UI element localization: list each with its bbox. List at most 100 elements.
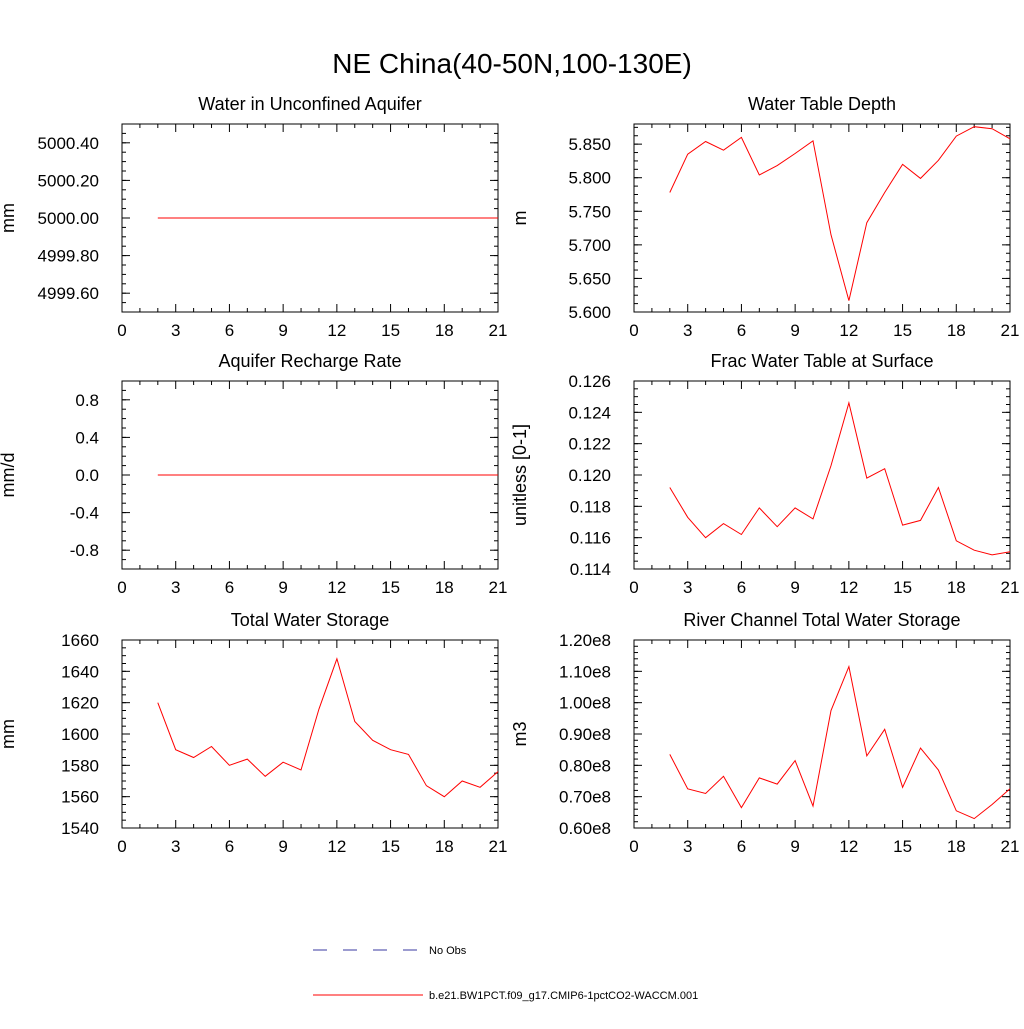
x-tick-label: 18 <box>435 578 454 597</box>
y-tick-label: 5.700 <box>568 236 611 255</box>
y-tick-label: 5.800 <box>568 169 611 188</box>
y-tick-label: 0.8 <box>75 391 99 410</box>
x-tick-label: 18 <box>947 837 966 856</box>
y-tick-label: 1660 <box>61 631 99 650</box>
legend: No Obs b.e21.BW1PCT.f09_g17.CMIP6-1pctCO… <box>313 945 698 1002</box>
panel-water-in-unconfined-aquifer: Water in Unconfined Aquifer 0 3 6 9 12 15 18 21 4… <box>0 94 507 340</box>
x-tick-label: 21 <box>1001 321 1020 340</box>
x-tick-label: 9 <box>790 321 799 340</box>
y-tick-label: 0.80e8 <box>559 756 611 775</box>
plot-frame <box>633 123 1011 313</box>
y-tick-label: 1.10e8 <box>559 662 611 681</box>
x-tick-label: 3 <box>683 837 692 856</box>
y-tick-label: -0.4 <box>70 504 99 523</box>
y-tick-label: 1540 <box>61 819 99 838</box>
y-tick-label: 0.70e8 <box>559 788 611 807</box>
y-tick-label: 5.650 <box>568 269 611 288</box>
plot-frame <box>121 639 499 829</box>
panel-title: Aquifer Recharge Rate <box>218 351 401 371</box>
x-tick-label: 3 <box>171 837 180 856</box>
x-tick-label: 12 <box>839 321 858 340</box>
x-tick-label: 15 <box>893 837 912 856</box>
legend-no-obs-label: No Obs <box>429 945 467 957</box>
y-tick-label: 1600 <box>61 725 99 744</box>
y-tick-label: 5000.00 <box>38 209 99 228</box>
x-tick-label: 9 <box>278 837 287 856</box>
x-tick-label: 6 <box>225 837 234 856</box>
panel-water-table-depth: Water Table Depth 0 3 6 9 12 15 18 21 5.600 5.650 5… <box>510 94 1019 340</box>
x-tick-label: 15 <box>381 578 400 597</box>
x-tick-label: 0 <box>117 578 126 597</box>
series-line <box>669 400 1011 556</box>
y-axis-label: mm <box>0 719 18 749</box>
y-tick-label: 0.90e8 <box>559 725 611 744</box>
figure-title: NE China(40-50N,100-130E) <box>332 48 692 79</box>
x-tick-label: 15 <box>893 578 912 597</box>
x-tick-label: 12 <box>839 578 858 597</box>
y-tick-label: 4999.60 <box>38 284 99 303</box>
x-tick-label: 3 <box>171 578 180 597</box>
y-tick-label: 0.4 <box>75 428 99 447</box>
y-axis-label: m <box>510 211 530 226</box>
panel-aquifer-recharge-rate: Aquifer Recharge Rate 0 3 6 9 12 15 18 21 -0.8 -0.… <box>0 351 507 597</box>
x-tick-label: 9 <box>278 578 287 597</box>
series-line <box>157 657 499 798</box>
y-tick-label: 4999.80 <box>38 247 99 266</box>
x-tick-label: 6 <box>737 321 746 340</box>
x-tick-label: 21 <box>489 837 508 856</box>
x-tick-label: 9 <box>278 321 287 340</box>
x-tick-label: 15 <box>893 321 912 340</box>
x-tick-label: 18 <box>947 321 966 340</box>
x-tick-label: 0 <box>629 837 638 856</box>
y-tick-label: 0.124 <box>568 403 611 422</box>
x-tick-label: 0 <box>629 578 638 597</box>
x-tick-label: 6 <box>225 578 234 597</box>
panel-frac-water-table-at-surface: Frac Water Table at Surface 0 3 6 9 12 15 18 21 0… <box>510 351 1019 597</box>
x-tick-label: 12 <box>839 837 858 856</box>
y-axis-label: unitless [0-1] <box>510 424 530 526</box>
x-tick-label: 12 <box>327 321 346 340</box>
panel-total-water-storage: Total Water Storage 0 3 6 9 12 15 18 21 1540 1560 1… <box>0 610 507 856</box>
y-tick-label: 0.60e8 <box>559 819 611 838</box>
y-axis-label: mm/d <box>0 453 18 498</box>
y-tick-label: 0.118 <box>570 497 611 516</box>
y-tick-label: 5.750 <box>568 202 611 221</box>
x-tick-label: 21 <box>489 578 508 597</box>
x-tick-label: 21 <box>1001 837 1020 856</box>
panel-river-channel-total-water-storage: River Channel Total Water Storage 0 3 6 9 12 1… <box>510 610 1019 856</box>
panel-title: River Channel Total Water Storage <box>683 610 960 630</box>
x-tick-label: 6 <box>737 837 746 856</box>
y-tick-label: 5000.20 <box>38 171 99 190</box>
series-line <box>669 664 1011 820</box>
x-tick-label: 12 <box>327 578 346 597</box>
x-tick-label: 3 <box>683 578 692 597</box>
x-tick-label: 15 <box>381 837 400 856</box>
x-tick-label: 15 <box>381 321 400 340</box>
plot-frame <box>633 380 1011 570</box>
y-axis-label: mm <box>0 203 18 233</box>
x-tick-label: 3 <box>683 321 692 340</box>
x-tick-label: 18 <box>947 578 966 597</box>
y-tick-label: 1.20e8 <box>559 631 611 650</box>
x-tick-label: 12 <box>327 837 346 856</box>
x-tick-label: 21 <box>1001 578 1020 597</box>
x-tick-label: 18 <box>435 837 454 856</box>
panel-grid: Water in Unconfined Aquifer 0 3 6 9 12 15 18 21 4… <box>0 94 1019 856</box>
y-tick-label: 1640 <box>61 662 99 681</box>
panel-title: Total Water Storage <box>231 610 389 630</box>
x-tick-label: 0 <box>629 321 638 340</box>
x-tick-label: 18 <box>435 321 454 340</box>
x-tick-label: 6 <box>225 321 234 340</box>
panel-title: Water in Unconfined Aquifer <box>198 94 421 114</box>
y-tick-label: 5000.40 <box>38 134 99 153</box>
series-line <box>669 126 1011 301</box>
y-tick-label: 1560 <box>61 788 99 807</box>
legend-model-label: b.e21.BW1PCT.f09_g17.CMIP6-1pctCO2-WACCM… <box>429 990 698 1002</box>
y-axis-label: m3 <box>510 721 530 746</box>
x-tick-label: 9 <box>790 578 799 597</box>
y-tick-label: 0.0 <box>75 466 99 485</box>
x-tick-label: 0 <box>117 837 126 856</box>
y-tick-label: 1620 <box>61 694 99 713</box>
